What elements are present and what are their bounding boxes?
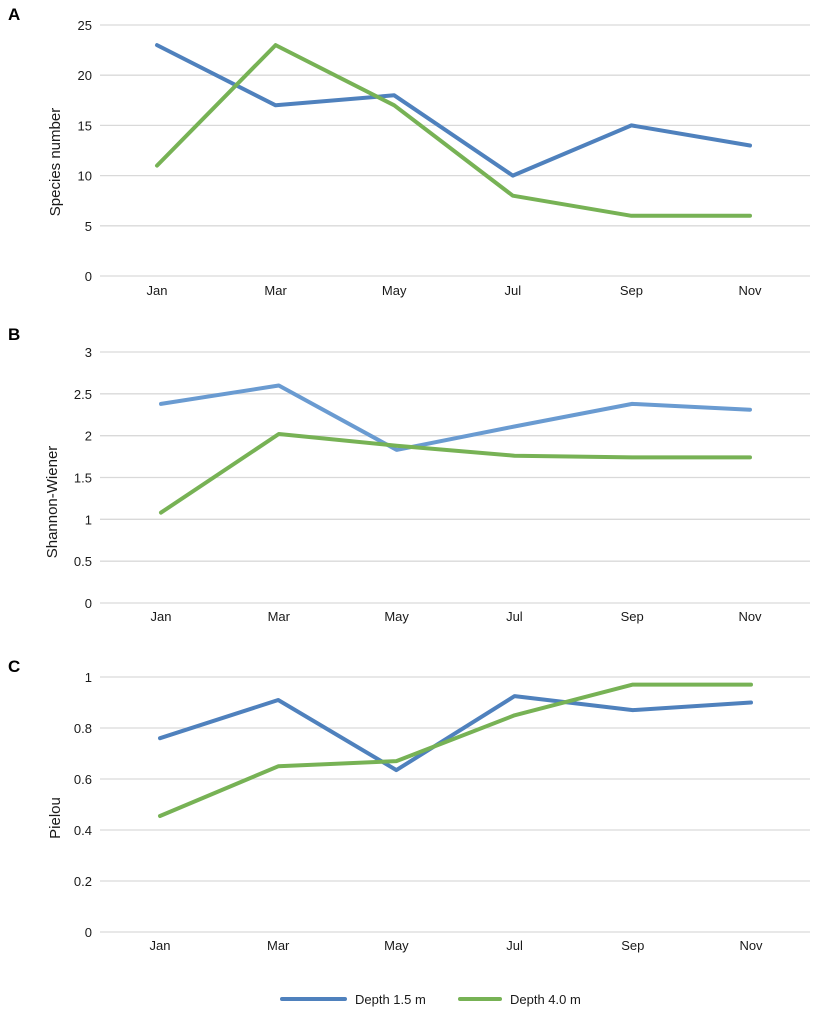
panel-c-y-ticks: 0 0.2 0.4 0.6 0.8 1 <box>74 670 92 940</box>
panel-c-series-line-depth-1-5 <box>158 694 753 773</box>
panel-c-y-tick-label: 0.2 <box>74 874 92 889</box>
panel-a: A Species number 0 5 10 15 20 25 Jan Mar May Jul… <box>8 5 810 298</box>
panel-b-y-tick-label: 1.5 <box>74 471 92 486</box>
panel-c-letter: C <box>8 657 20 676</box>
panel-b-y-ticks: 0 0.5 1 1.5 2 2.5 3 <box>74 345 92 611</box>
panel-b-x-tick-label: Sep <box>621 609 644 624</box>
panel-b: B Shannon-Wiener 0 0.5 1 1.5 2 2.5 3 Jan Mar May… <box>8 325 810 624</box>
panel-b-y-tick-label: 3 <box>85 345 92 360</box>
panel-a-y-ticks: 0 5 10 15 20 25 <box>78 18 92 284</box>
panel-c-y-tick-label: 0 <box>85 925 92 940</box>
panel-a-x-tick-label: Sep <box>620 283 643 298</box>
panel-b-x-tick-label: May <box>384 609 409 624</box>
panel-b-y-tick-label: 2.5 <box>74 387 92 402</box>
panel-b-y-axis-title: Shannon-Wiener <box>44 446 61 559</box>
panel-a-x-tick-label: May <box>382 283 407 298</box>
panel-b-x-tick-label: Nov <box>738 609 762 624</box>
panel-b-y-tick-label: 0 <box>85 596 92 611</box>
panel-c-x-tick-label: Mar <box>267 938 290 953</box>
panel-a-series <box>155 43 752 218</box>
legend: Depth 1.5 m Depth 4.0 m <box>280 992 581 1007</box>
panel-c-x-tick-label: Nov <box>739 938 763 953</box>
panel-b-x-tick-label: Jul <box>506 609 523 624</box>
panel-b-x-tick-label: Jan <box>151 609 172 624</box>
panel-a-x-tick-label: Mar <box>264 283 287 298</box>
panel-a-y-tick-label: 15 <box>78 118 92 133</box>
panel-c-y-tick-label: 0.6 <box>74 772 92 787</box>
panel-c-x-tick-label: Jan <box>150 938 171 953</box>
panel-b-y-tick-label: 0.5 <box>74 554 92 569</box>
panel-b-grid <box>100 351 810 604</box>
panel-a-x-tick-label: Jul <box>504 283 521 298</box>
panel-c-series-line-depth-4-0 <box>158 682 753 818</box>
panel-b-y-tick-label: 1 <box>85 512 92 527</box>
panel-b-x-ticks: Jan Mar May Jul Sep Nov <box>151 609 763 624</box>
panel-c-x-ticks: Jan Mar May Jul Sep Nov <box>150 938 764 953</box>
panel-b-series-line-depth-1-5 <box>159 383 752 452</box>
panel-a-y-tick-label: 20 <box>78 68 92 83</box>
panel-a-series-line-depth-1-5 <box>155 43 752 178</box>
panel-a-y-axis-title: Species number <box>47 108 64 216</box>
panel-c-series <box>158 682 753 818</box>
panel-a-series-line-depth-4-0 <box>155 43 752 218</box>
panel-a-x-tick-label: Nov <box>738 283 762 298</box>
panel-c: C Pielou 0 0.2 0.4 0.6 0.8 1 Jan Mar May Jul Sep N… <box>8 657 810 953</box>
panel-a-y-tick-label: 25 <box>78 18 92 33</box>
panel-b-series-line-depth-4-0 <box>159 432 752 515</box>
panel-b-x-tick-label: Mar <box>268 609 291 624</box>
panel-c-grid <box>100 676 810 933</box>
panel-c-x-tick-label: Jul <box>506 938 523 953</box>
panel-a-y-tick-label: 10 <box>78 169 92 184</box>
panel-c-y-tick-label: 1 <box>85 670 92 685</box>
panel-b-letter: B <box>8 325 20 344</box>
panel-c-y-tick-label: 0.8 <box>74 721 92 736</box>
panel-a-y-tick-label: 0 <box>85 269 92 284</box>
panel-a-letter: A <box>8 5 20 24</box>
legend-label-depth-4-0: Depth 4.0 m <box>510 992 581 1007</box>
panel-a-x-ticks: Jan Mar May Jul Sep Nov <box>147 283 763 298</box>
panel-c-y-tick-label: 0.4 <box>74 823 92 838</box>
panel-a-x-tick-label: Jan <box>147 283 168 298</box>
panel-c-x-tick-label: May <box>384 938 409 953</box>
panel-c-y-axis-title: Pielou <box>47 797 64 839</box>
panel-a-y-tick-label: 5 <box>85 219 92 234</box>
legend-label-depth-1-5: Depth 1.5 m <box>355 992 426 1007</box>
panel-b-series <box>159 383 752 515</box>
panel-b-y-tick-label: 2 <box>85 429 92 444</box>
panel-c-x-tick-label: Sep <box>621 938 644 953</box>
